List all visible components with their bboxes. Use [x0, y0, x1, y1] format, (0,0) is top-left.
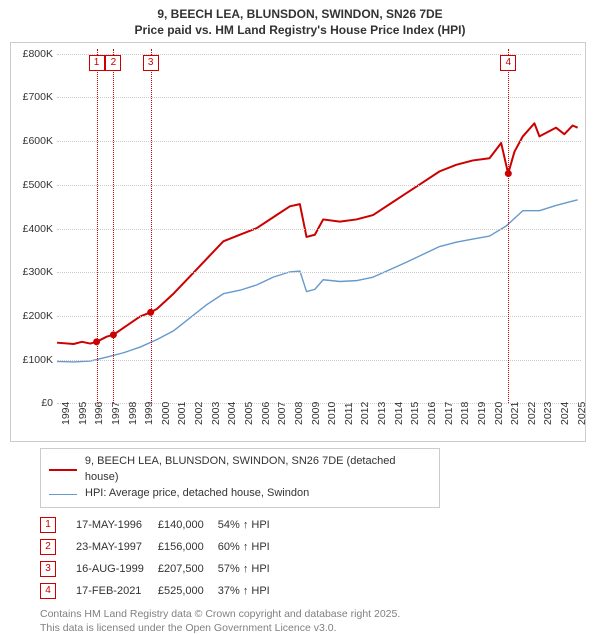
x-axis-label: 2025	[576, 402, 588, 425]
x-axis-label: 2019	[476, 402, 488, 425]
x-axis-label: 1999	[143, 402, 155, 425]
legend-row: 9, BEECH LEA, BLUNSDON, SWINDON, SN26 7D…	[49, 454, 431, 486]
x-axis-label: 2000	[160, 402, 172, 425]
event-line	[508, 49, 509, 403]
attribution: Contains HM Land Registry data © Crown c…	[40, 608, 590, 635]
event-price: £140,000	[158, 514, 218, 536]
grid-line-h	[57, 316, 581, 317]
event-date: 17-FEB-2021	[76, 580, 158, 602]
title-line-2: Price paid vs. HM Land Registry's House …	[10, 22, 590, 38]
x-axis-label: 2009	[310, 402, 322, 425]
legend-row: HPI: Average price, detached house, Swin…	[49, 486, 431, 502]
x-axis-label: 2012	[359, 402, 371, 425]
x-axis-label: 2005	[243, 402, 255, 425]
x-axis-label: 2023	[542, 402, 554, 425]
x-axis-label: 2016	[426, 402, 438, 425]
x-axis-label: 1994	[60, 402, 72, 425]
event-pct: 54% ↑ HPI	[218, 514, 284, 536]
event-marker: 3	[143, 55, 159, 71]
x-axis-label: 2007	[276, 402, 288, 425]
y-axis-label: £100K	[11, 354, 53, 366]
legend-label: 9, BEECH LEA, BLUNSDON, SWINDON, SN26 7D…	[85, 454, 431, 486]
x-axis-label: 1997	[110, 402, 122, 425]
y-axis-label: £800K	[11, 48, 53, 60]
event-line	[113, 49, 114, 403]
figure-container: 9, BEECH LEA, BLUNSDON, SWINDON, SN26 7D…	[0, 0, 600, 620]
x-axis-label: 2024	[559, 402, 571, 425]
event-pct: 37% ↑ HPI	[218, 580, 284, 602]
event-date: 23-MAY-1997	[76, 536, 158, 558]
event-date: 16-AUG-1999	[76, 558, 158, 580]
event-row: 4 17-FEB-2021£525,00037% ↑ HPI	[40, 580, 284, 602]
grid-line-h	[57, 141, 581, 142]
event-pct: 57% ↑ HPI	[218, 558, 284, 580]
x-axis-label: 2004	[226, 402, 238, 425]
event-marker: 1	[89, 55, 105, 71]
grid-line-h	[57, 229, 581, 230]
x-axis-label: 2017	[443, 402, 455, 425]
grid-line-h	[57, 272, 581, 273]
event-number-box: 2	[40, 539, 56, 555]
chart-box: £0 £100K £200K £300K £400K £500K £600K £700K £80…	[10, 42, 586, 442]
y-axis-label: £500K	[11, 179, 53, 191]
y-axis-label: £400K	[11, 223, 53, 235]
event-row: 1 17-MAY-1996£140,00054% ↑ HPI	[40, 514, 284, 536]
event-price: £156,000	[158, 536, 218, 558]
event-number-box: 3	[40, 561, 56, 577]
title-line-1: 9, BEECH LEA, BLUNSDON, SWINDON, SN26 7D…	[10, 6, 590, 22]
y-axis-label: £300K	[11, 266, 53, 278]
x-axis-label: 2020	[493, 402, 505, 425]
event-marker: 2	[105, 55, 121, 71]
x-axis-label: 2001	[176, 402, 188, 425]
x-axis-label: 2003	[210, 402, 222, 425]
event-pct: 60% ↑ HPI	[218, 536, 284, 558]
y-axis-label: £700K	[11, 91, 53, 103]
y-axis-label: £600K	[11, 135, 53, 147]
x-axis-label: 2014	[393, 402, 405, 425]
x-axis-label: 2002	[193, 402, 205, 425]
legend-swatch	[49, 469, 77, 471]
x-axis-label: 2018	[459, 402, 471, 425]
legend: 9, BEECH LEA, BLUNSDON, SWINDON, SN26 7D…	[40, 448, 440, 508]
event-line	[151, 49, 152, 403]
x-axis-label: 2015	[409, 402, 421, 425]
plot-area: £0£100K£200K£300K£400K£500K£600K£700K£80…	[57, 49, 581, 403]
x-axis-label: 2022	[526, 402, 538, 425]
grid-line-h	[57, 97, 581, 98]
grid-line-h	[57, 185, 581, 186]
event-date: 17-MAY-1996	[76, 514, 158, 536]
x-axis-label: 2006	[260, 402, 272, 425]
series-price_paid	[57, 124, 578, 345]
event-price: £207,500	[158, 558, 218, 580]
event-number-box: 1	[40, 517, 56, 533]
event-marker: 4	[500, 55, 516, 71]
legend-swatch	[49, 494, 77, 495]
x-axis-label: 2021	[509, 402, 521, 425]
attribution-line-2: This data is licensed under the Open Gov…	[40, 622, 590, 635]
y-axis-label: £200K	[11, 310, 53, 322]
event-row: 2 23-MAY-1997£156,00060% ↑ HPI	[40, 536, 284, 558]
event-line	[97, 49, 98, 403]
title-block: 9, BEECH LEA, BLUNSDON, SWINDON, SN26 7D…	[10, 6, 590, 38]
x-axis-label: 2010	[326, 402, 338, 425]
series-hpi	[57, 200, 578, 362]
legend-label: HPI: Average price, detached house, Swin…	[85, 486, 309, 502]
event-price: £525,000	[158, 580, 218, 602]
y-axis-label: £0	[11, 397, 53, 409]
event-row: 3 16-AUG-1999£207,50057% ↑ HPI	[40, 558, 284, 580]
x-axis-label: 1996	[93, 402, 105, 425]
grid-line-h	[57, 360, 581, 361]
sale-events-table: 1 17-MAY-1996£140,00054% ↑ HPI 2 23-MAY-199…	[40, 514, 284, 602]
chart-lines-svg	[57, 49, 581, 403]
x-axis-label: 2011	[343, 403, 355, 426]
x-axis-label: 1998	[127, 402, 139, 425]
x-axis-label: 2008	[293, 402, 305, 425]
x-axis-label: 2013	[376, 402, 388, 425]
x-axis-label: 1995	[77, 402, 89, 425]
event-number-box: 4	[40, 583, 56, 599]
